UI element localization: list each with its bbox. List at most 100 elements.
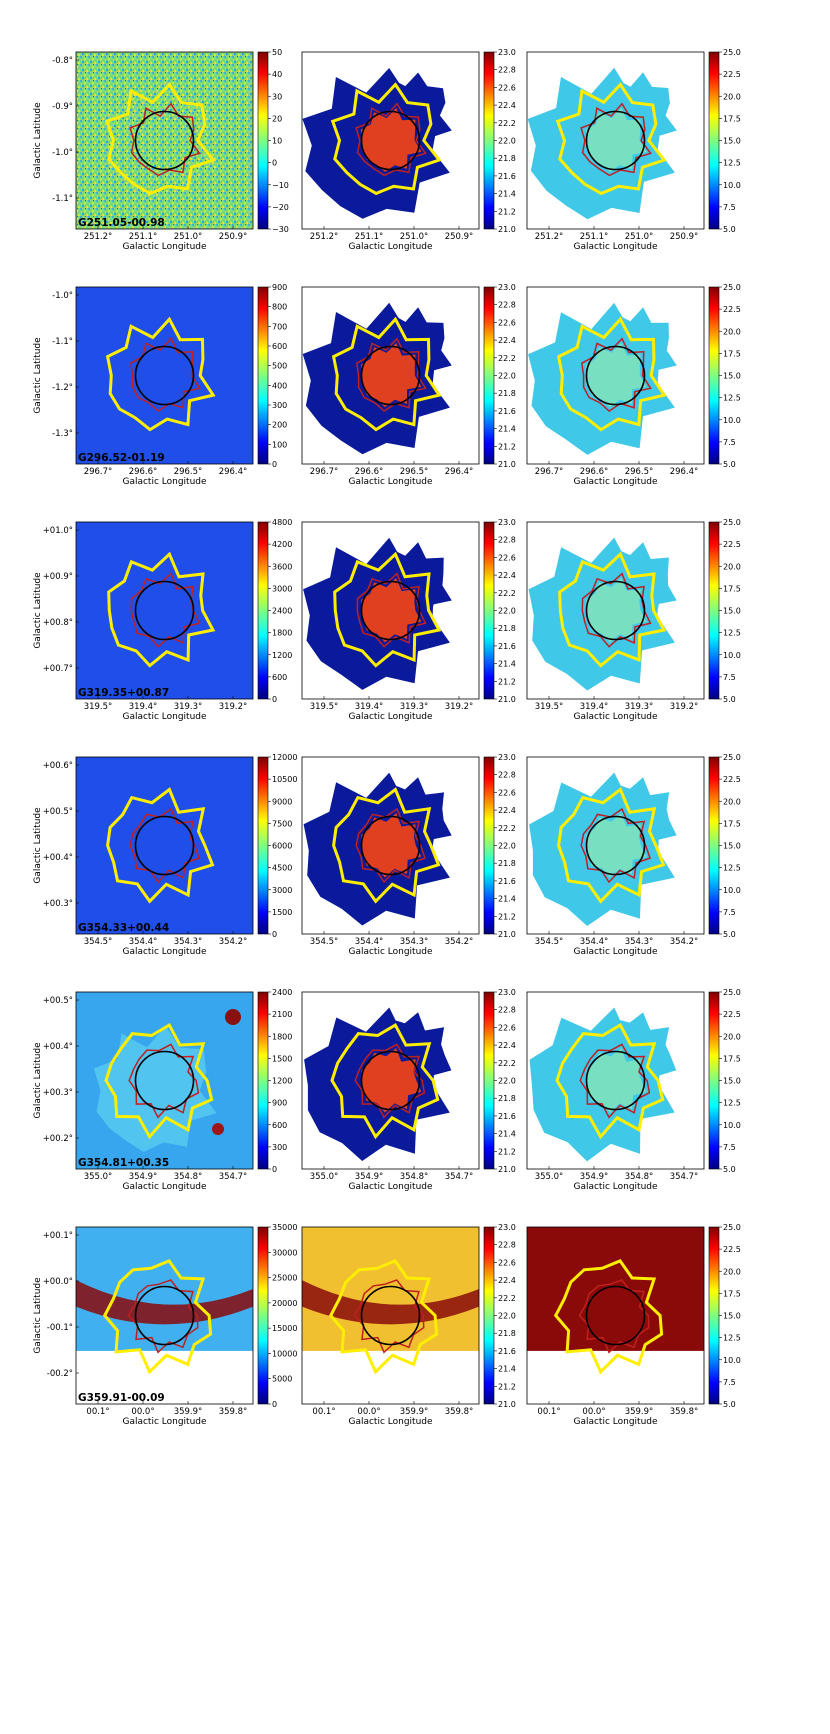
x-tick-label: 00.0° — [357, 1407, 380, 1417]
colorbar-tick-label: 600 — [272, 1121, 287, 1130]
colorbar-tick-label: 21.2 — [498, 677, 516, 686]
colorbar-tick-label: 22.4 — [498, 1276, 516, 1285]
heatmap-image — [302, 287, 479, 464]
colorbar-tick-label: 1800 — [272, 1032, 292, 1041]
map-panel: 354.5° 354.4° 354.3° 354.2° Galactic Longitu… — [526, 753, 741, 957]
axes-frame — [75, 1226, 254, 1405]
x-tick-label: 296.5° — [174, 467, 203, 477]
colorbar-tick-label: 21.2 — [498, 1147, 516, 1156]
x-axis-label: Galactic Longitude — [122, 1182, 207, 1192]
colorbar-tick-label: 21.6 — [498, 407, 516, 416]
heatmap-image — [302, 757, 479, 934]
colorbar — [483, 286, 495, 465]
axes-frame — [526, 991, 705, 1170]
x-axis-label: Galactic Longitude — [122, 1417, 207, 1427]
x-tick-label: 296.6° — [355, 467, 384, 477]
x-tick-label: 250.9° — [670, 232, 699, 242]
colorbar-tick-label: 21.2 — [498, 442, 516, 451]
colorbar-tick-label: 22.6 — [498, 788, 516, 797]
source-label: G319.35+00.87 — [78, 687, 169, 699]
heatmap-image — [76, 522, 253, 699]
source-label: G354.81+00.35 — [78, 1157, 169, 1169]
colorbar-tick-label: 10.0 — [723, 416, 741, 425]
axes-frame — [526, 521, 705, 700]
colorbar-tick-label: 10000 — [272, 1349, 297, 1358]
colorbar-tick-label: 9000 — [272, 797, 292, 806]
colorbar-tick-label: 7.5 — [723, 203, 736, 212]
source-label: G359.91-00.09 — [78, 1392, 165, 1404]
x-tick-label: 354.3° — [625, 937, 654, 947]
colorbar — [708, 51, 720, 230]
map-panel: 354.5° 354.4° 354.3° 354.2° Galactic Longitu… — [301, 753, 516, 957]
colorbar-tick-label: 21.4 — [498, 1365, 516, 1374]
x-tick-label: 00.1° — [537, 1407, 560, 1417]
aperture-circle — [134, 345, 195, 406]
colorbar-tick-label: 100 — [272, 440, 287, 449]
figure-row: 355.0° 354.9° 354.8° 354.7° Galactic Longitu… — [33, 988, 741, 1192]
colorbar-tick-label: 10.0 — [723, 1121, 741, 1130]
y-tick-label: +00.3° — [43, 1088, 73, 1098]
colorbar-tick-label: 21.0 — [498, 695, 516, 704]
colorbar-tick-label: 5000 — [272, 1375, 292, 1384]
colorbar-tick-label: 21.6 — [498, 642, 516, 651]
source-label: G354.33+00.44 — [78, 922, 169, 934]
x-tick-label: 354.9° — [129, 1172, 158, 1182]
y-tick-label: +00.9° — [43, 572, 73, 582]
map-panel: 00.1° 00.0° 359.9° 359.8° Galactic Longitude… — [526, 1223, 741, 1427]
colorbar-tick-label: 22.8 — [498, 301, 516, 310]
x-tick-label: 319.3° — [400, 702, 429, 712]
x-tick-label: 00.0° — [582, 1407, 605, 1417]
axes-frame — [301, 51, 480, 230]
x-tick-label: 359.9° — [400, 1407, 429, 1417]
x-tick-label: 354.8° — [174, 1172, 203, 1182]
x-tick-label: 354.7° — [219, 1172, 248, 1182]
x-tick-label: 354.5° — [310, 937, 339, 947]
x-axis-label: Galactic Longitude — [122, 242, 207, 252]
colorbar-tick-label: 12000 — [272, 753, 297, 762]
x-axis-label: Galactic Longitude — [348, 1417, 433, 1427]
colorbar-tick-label: 12.5 — [723, 864, 741, 873]
colorbar-tick-label: 22.6 — [498, 318, 516, 327]
y-tick-label: +00.3° — [43, 899, 73, 909]
colorbar-tick-label: 21.0 — [498, 225, 516, 234]
colorbar-tick-label: 20.0 — [723, 327, 741, 336]
colorbar-tick-label: 22.2 — [498, 119, 516, 128]
colorbar-tick-label: 20.0 — [723, 1032, 741, 1041]
colorbar-tick-label: 2400 — [272, 607, 292, 616]
colorbar-tick-label: 22.6 — [498, 1023, 516, 1032]
y-tick-label: +00.6° — [43, 761, 73, 771]
colorbar-tick-label: 22.8 — [498, 1241, 516, 1250]
x-tick-label: 251.2° — [310, 232, 339, 242]
x-axis-label: Galactic Longitude — [573, 947, 658, 957]
colorbar-tick-label: 1800 — [272, 629, 292, 638]
x-tick-label: 296.4° — [670, 467, 699, 477]
colorbar-tick-label: 5.0 — [723, 225, 736, 234]
colorbar-tick-label: 21.4 — [498, 895, 516, 904]
colorbar-tick-label: 7.5 — [723, 1378, 736, 1387]
colorbar-tick-label: 21.6 — [498, 1112, 516, 1121]
x-tick-label: 354.3° — [400, 937, 429, 947]
map-panel: 251.2° 251.1° 251.0° 250.9° Galactic Longitu… — [526, 48, 741, 252]
colorbar-tick-label: 7.5 — [723, 1143, 736, 1152]
x-tick-label: 359.9° — [625, 1407, 654, 1417]
colorbar-tick-label: 17.5 — [723, 584, 741, 593]
x-tick-label: 296.7° — [535, 467, 564, 477]
heatmap-image — [302, 992, 479, 1169]
colorbar-tick-label: 22.4 — [498, 1041, 516, 1050]
colorbar-tick-label: 21.4 — [498, 1130, 516, 1139]
x-axis-label: Galactic Longitude — [348, 477, 433, 487]
axes-frame — [526, 1226, 705, 1405]
colorbar-tick-label: 22.2 — [498, 1294, 516, 1303]
colorbar-tick-label: 25000 — [272, 1274, 297, 1283]
colorbar-tick-label: 21.8 — [498, 389, 516, 398]
colorbar-tick-label: 22.0 — [498, 607, 516, 616]
colorbar-tick-label: 1500 — [272, 1054, 292, 1063]
x-tick-label: 319.3° — [174, 702, 203, 712]
colorbar-tick-label: 12.5 — [723, 394, 741, 403]
x-tick-label: 296.4° — [219, 467, 248, 477]
colorbar-tick-label: 10.0 — [723, 181, 741, 190]
y-tick-label: -0.8° — [52, 56, 73, 66]
y-axis-label: Galactic Latitude — [33, 1277, 43, 1354]
aperture-circle — [585, 345, 646, 406]
map-panel: 251.2° 251.1° 251.0° 250.9° Galactic Longitu… — [33, 48, 289, 252]
